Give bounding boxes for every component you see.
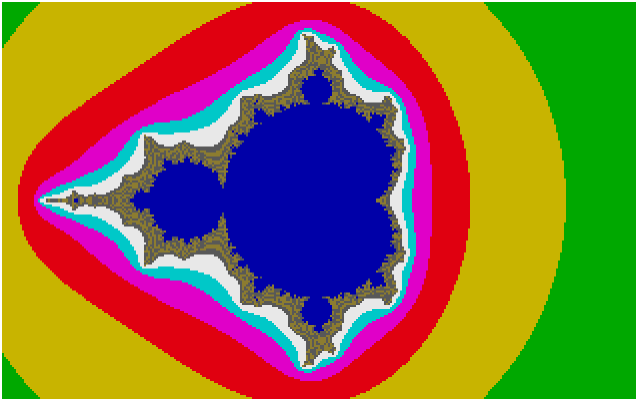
mandelbrot-fractal-image bbox=[2, 2, 636, 399]
